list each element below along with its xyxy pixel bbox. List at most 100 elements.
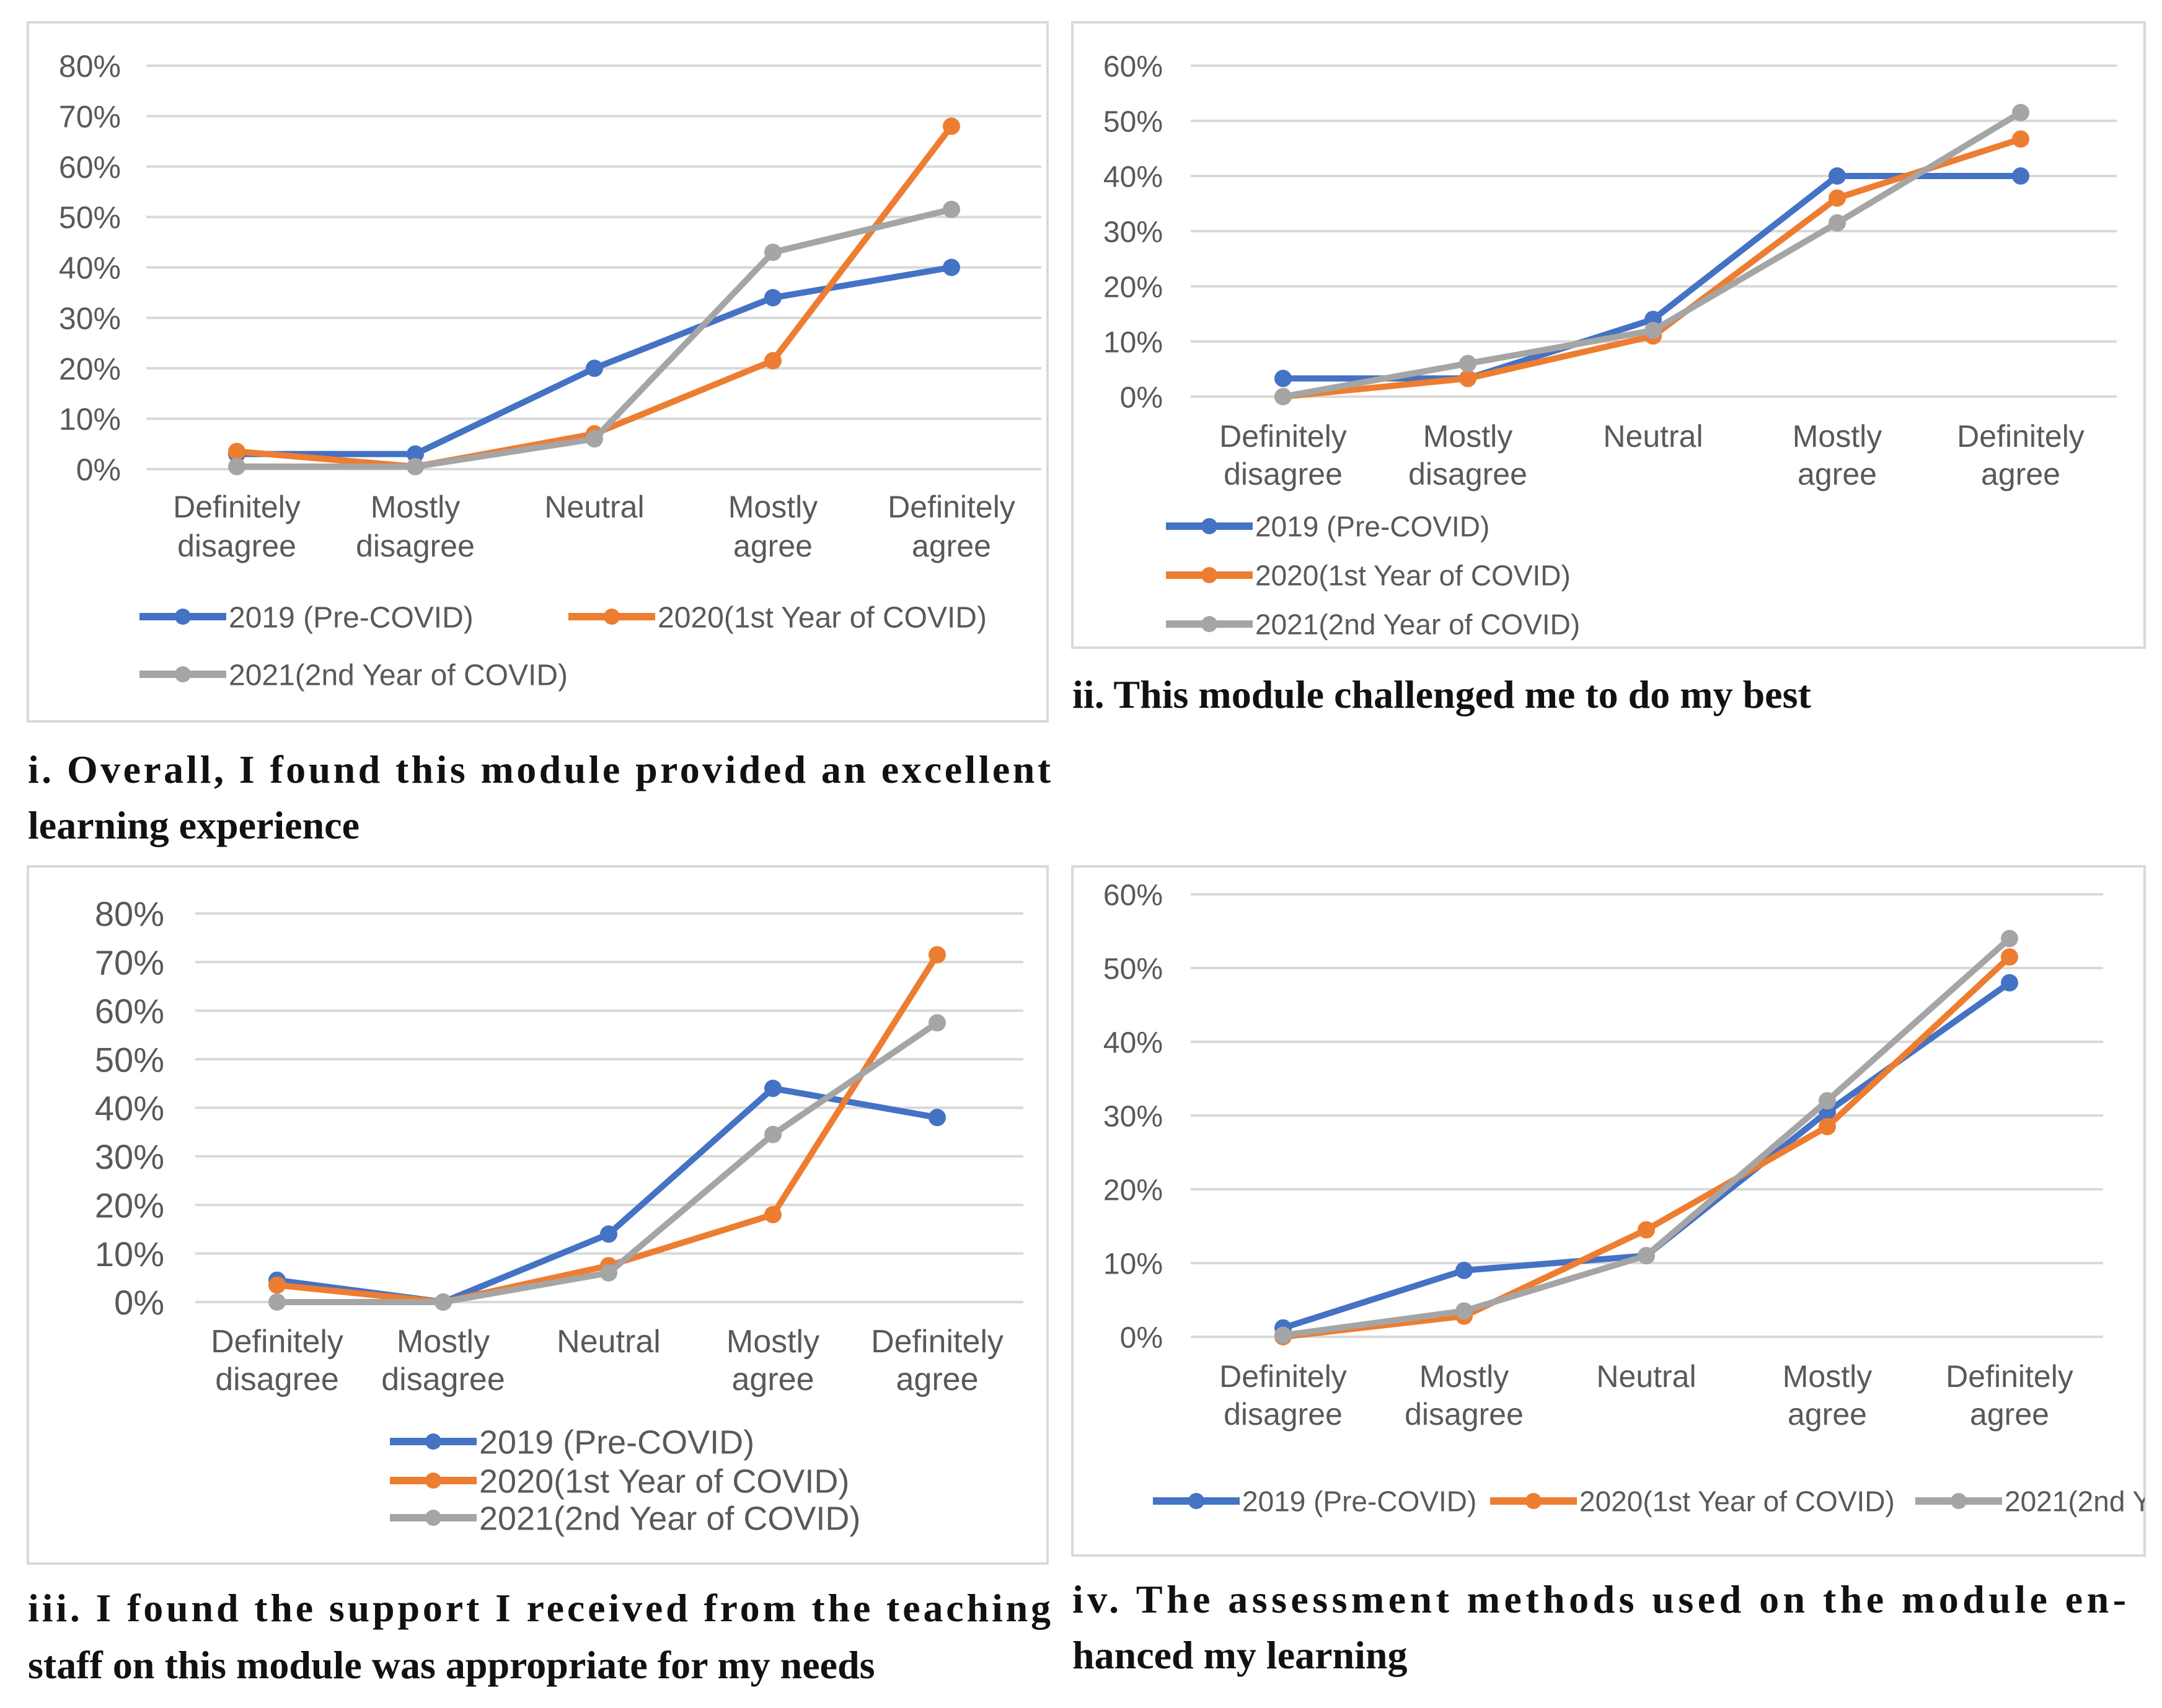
series-2020 xyxy=(228,117,960,475)
x-tick-label: Neutral xyxy=(1603,419,1703,454)
data-point xyxy=(268,1293,286,1311)
series-line xyxy=(236,124,954,470)
data-point xyxy=(268,1276,286,1294)
legend-label: 2020(1st Year of COVID) xyxy=(1255,560,1571,592)
x-tick-label: Neutral xyxy=(557,1324,661,1360)
x-tick-label: disagree xyxy=(1224,457,1343,491)
series-line xyxy=(1282,110,2023,400)
y-tick-label: 10% xyxy=(1103,1248,1163,1280)
chart-panel-i: 0% 10% 20% 30% 40% 50% 60% 70% 80% Definitely disa… xyxy=(27,21,1051,847)
y-tick-label: 10% xyxy=(59,402,121,437)
figure-caption: i. Overall, I found this module provided… xyxy=(28,747,1051,791)
data-point xyxy=(2012,103,2029,121)
y-tick-label: 10% xyxy=(95,1235,164,1274)
data-point xyxy=(1644,322,1662,340)
y-tick-label: 60% xyxy=(1103,50,1163,83)
y-tick-label: 0% xyxy=(114,1283,164,1322)
data-point xyxy=(228,442,245,460)
legend-label: 2019 (Pre-COVID) xyxy=(1255,511,1489,543)
data-point xyxy=(764,244,782,262)
data-point xyxy=(586,359,603,377)
chart-panel-iii: 0%10%20%30%40%50%60%70%80%Definitelydisa… xyxy=(27,865,1051,1687)
data-point xyxy=(943,200,960,218)
data-point xyxy=(1455,1302,1473,1320)
y-tick-label: 30% xyxy=(95,1137,164,1176)
legend-label: 2020(1st Year of COVID) xyxy=(1579,1486,1895,1518)
x-tick-label: agree xyxy=(912,529,991,563)
legend-label: 2021(2nd Year of COVID) xyxy=(1255,609,1580,641)
y-tick-label: 30% xyxy=(59,301,121,336)
data-point xyxy=(2001,948,2018,966)
y-tick-label: 50% xyxy=(59,200,121,235)
legend-label: 2019 (Pre-COVID) xyxy=(229,601,474,634)
y-tick-label: 60% xyxy=(95,992,164,1031)
x-tick-label: disagree xyxy=(1224,1397,1343,1432)
legend-label: 2021(2nd Year of COVID) xyxy=(2005,1486,2162,1518)
data-point xyxy=(435,1293,452,1311)
data-point xyxy=(1274,369,1292,387)
data-point xyxy=(1829,214,1846,232)
y-tick-label: 30% xyxy=(1103,1100,1163,1133)
x-tick-label: Definitely xyxy=(888,490,1015,524)
legend-swatch-marker xyxy=(1188,1493,1204,1509)
chart-panel-ii: 0%10%20%30%40%50%60%DefinitelydisagreeMo… xyxy=(1071,21,2146,716)
data-point xyxy=(586,430,603,448)
series-line xyxy=(276,953,940,1305)
figure-caption: learning experience xyxy=(28,803,360,847)
data-point xyxy=(2001,930,2018,948)
chart-border xyxy=(27,21,1049,723)
series-2021 xyxy=(268,1014,946,1311)
x-tick-label: agree xyxy=(896,1362,979,1398)
y-tick-label: 0% xyxy=(76,452,121,487)
y-tick-label: 80% xyxy=(59,49,121,84)
x-tick-label: agree xyxy=(733,529,813,563)
data-point xyxy=(1274,1326,1292,1344)
legend-item: 2021(2nd Year of COVID) xyxy=(1915,1486,2162,1518)
y-tick-label: 40% xyxy=(95,1089,164,1128)
legend-item: 2021(2nd Year of COVID) xyxy=(1166,609,1580,641)
data-point xyxy=(1638,1247,1655,1265)
data-point xyxy=(764,1205,782,1223)
y-tick-label: 50% xyxy=(1103,105,1163,138)
x-tick-label: Neutral xyxy=(544,490,644,524)
legend-swatch-marker xyxy=(175,609,191,625)
x-tick-label: disagree xyxy=(381,1362,505,1398)
y-tick-label: 20% xyxy=(1103,1174,1163,1207)
legend-swatch-marker xyxy=(1201,518,1217,534)
y-tick-label: 50% xyxy=(1103,953,1163,985)
y-tick-label: 70% xyxy=(59,99,121,134)
legend-label: 2019 (Pre-COVID) xyxy=(1242,1486,1476,1518)
data-point xyxy=(764,352,782,370)
x-tick-label: Mostly xyxy=(728,490,818,524)
legend-swatch-marker xyxy=(604,609,620,625)
legend-item: 2020(1st Year of COVID) xyxy=(1490,1486,1895,1518)
series-line xyxy=(1283,173,2021,382)
figure-caption: staff on this module was appropriate for… xyxy=(28,1643,875,1687)
legend-swatch-marker xyxy=(1951,1493,1967,1509)
data-point xyxy=(1819,1117,1836,1135)
legend-label: 2020(1st Year of COVID) xyxy=(658,601,987,634)
data-point xyxy=(600,1225,617,1243)
y-tick-label: 20% xyxy=(95,1186,164,1225)
legend-swatch-marker xyxy=(1201,567,1217,583)
data-point xyxy=(764,1125,782,1143)
y-tick-label: 40% xyxy=(1103,1026,1163,1059)
data-point xyxy=(1829,167,1846,185)
x-tick-label: Definitely xyxy=(211,1324,343,1360)
data-point xyxy=(943,258,960,276)
legend-item: 2019 (Pre-COVID) xyxy=(1166,511,1489,543)
data-point xyxy=(228,457,245,475)
chart-border xyxy=(1071,865,2146,1557)
x-tick-label: Definitely xyxy=(1946,1359,2073,1394)
data-point xyxy=(929,1109,946,1127)
data-point xyxy=(764,289,782,307)
data-point xyxy=(1455,1261,1473,1279)
chart-panel-iv: 0%10%20%30%40%50%60%DefinitelydisagreeMo… xyxy=(1071,865,2162,1677)
series-2020 xyxy=(1274,130,2029,405)
data-point xyxy=(943,117,960,135)
y-tick-label: 10% xyxy=(1103,326,1163,359)
legend-item: 2019 (Pre-COVID) xyxy=(139,601,474,634)
figure-caption: iv. The assessment methods used on the m… xyxy=(1072,1577,2126,1621)
x-tick-label: Mostly xyxy=(371,490,460,524)
legend-swatch-marker xyxy=(175,666,191,682)
